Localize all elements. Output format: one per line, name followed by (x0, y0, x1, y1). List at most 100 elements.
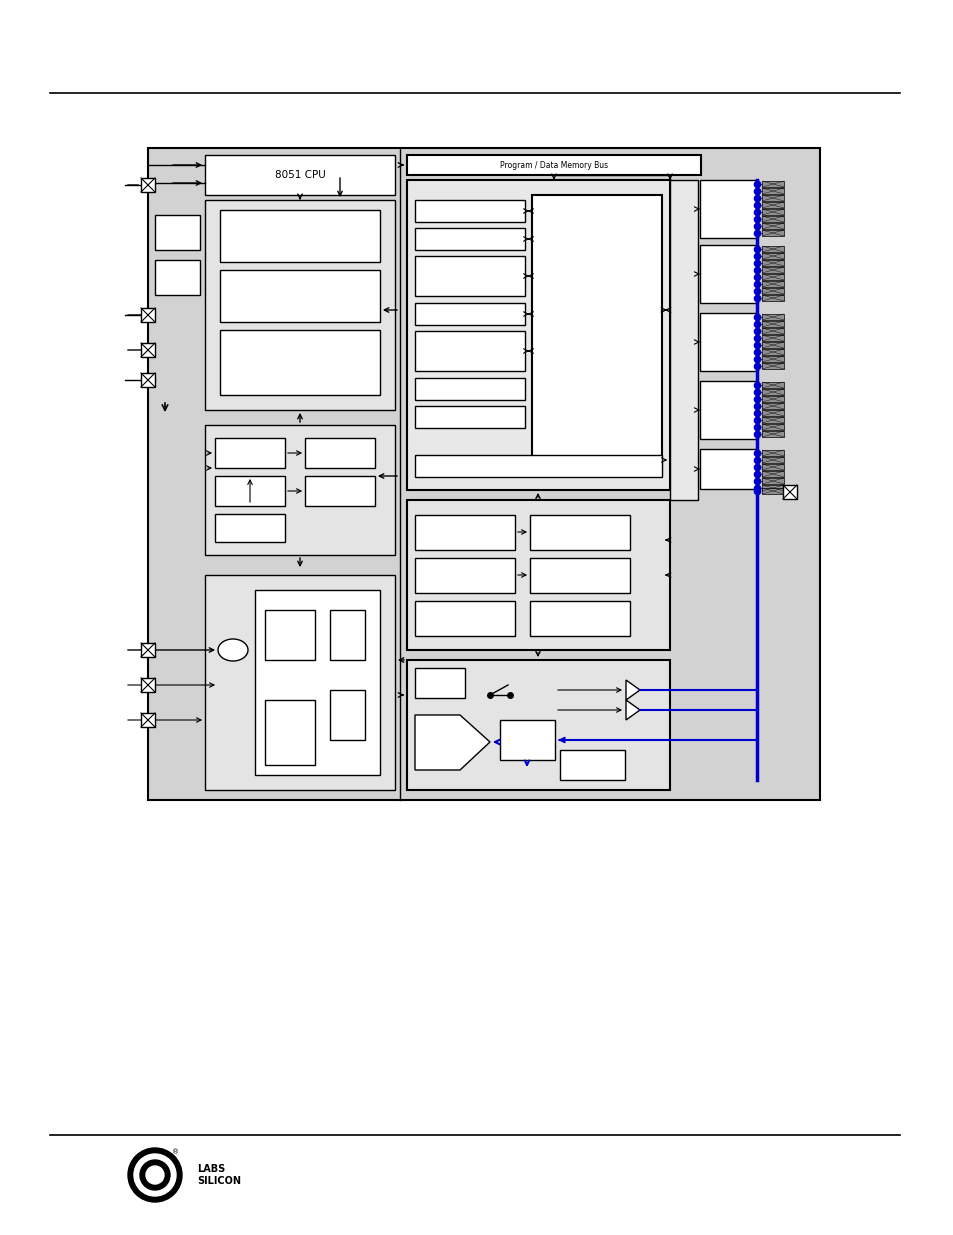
Text: LABS: LABS (196, 1165, 225, 1174)
Bar (761, 246, 783, 252)
Bar (530, 558, 629, 593)
Bar (761, 350, 783, 354)
Bar (700, 382, 758, 438)
Bar (761, 209, 783, 215)
Bar (761, 288, 783, 294)
Bar (700, 245, 758, 303)
Bar (761, 471, 783, 477)
Polygon shape (625, 700, 639, 720)
Bar (415, 303, 524, 325)
Bar (761, 410, 783, 416)
Bar (761, 382, 783, 388)
Bar (761, 182, 783, 186)
Polygon shape (625, 680, 639, 700)
Bar (559, 750, 624, 781)
Circle shape (140, 1160, 170, 1191)
Bar (530, 515, 629, 550)
Bar (761, 195, 783, 201)
Bar (265, 610, 314, 659)
Bar (761, 363, 783, 369)
Bar (154, 261, 200, 295)
Bar (205, 576, 395, 790)
Bar (761, 329, 783, 333)
Bar (141, 343, 154, 357)
Bar (141, 373, 154, 387)
Bar (415, 515, 515, 550)
Bar (141, 178, 154, 191)
Bar (761, 431, 783, 437)
Bar (782, 485, 796, 499)
Bar (415, 256, 524, 296)
Bar (761, 485, 783, 492)
Polygon shape (415, 715, 490, 769)
Bar (305, 438, 375, 468)
Bar (761, 261, 783, 266)
Bar (761, 396, 783, 403)
Bar (761, 224, 783, 228)
Bar (700, 450, 758, 489)
Bar (141, 678, 154, 692)
Bar (415, 378, 524, 400)
Bar (761, 314, 783, 320)
Ellipse shape (218, 638, 248, 661)
Bar (532, 195, 661, 475)
Bar (499, 720, 555, 760)
Bar (761, 342, 783, 348)
Bar (761, 267, 783, 273)
Bar (205, 425, 395, 555)
Bar (761, 356, 783, 362)
Bar (407, 180, 669, 490)
Bar (330, 690, 365, 740)
Bar (761, 478, 783, 484)
Bar (205, 156, 395, 195)
Bar (761, 253, 783, 259)
Bar (761, 457, 783, 463)
Text: Program / Data Memory Bus: Program / Data Memory Bus (499, 161, 607, 169)
Bar (220, 210, 379, 262)
Text: SILICON: SILICON (196, 1176, 241, 1186)
Bar (530, 601, 629, 636)
Bar (265, 700, 314, 764)
Bar (141, 713, 154, 727)
Circle shape (133, 1153, 175, 1195)
Bar (305, 475, 375, 506)
Bar (415, 558, 515, 593)
Bar (761, 230, 783, 236)
Bar (154, 215, 200, 249)
Bar (220, 330, 379, 395)
Bar (761, 274, 783, 280)
Bar (761, 295, 783, 301)
Circle shape (128, 1149, 182, 1202)
Bar (254, 590, 379, 776)
Bar (141, 643, 154, 657)
Bar (669, 180, 698, 500)
Bar (214, 438, 285, 468)
Bar (761, 389, 783, 395)
Bar (761, 282, 783, 287)
Bar (407, 156, 700, 175)
Bar (761, 464, 783, 471)
Bar (220, 270, 379, 322)
Bar (214, 514, 285, 542)
Bar (761, 203, 783, 207)
Bar (415, 200, 524, 222)
Bar (761, 424, 783, 430)
Bar (700, 180, 758, 238)
Bar (415, 331, 524, 370)
Bar (761, 450, 783, 456)
Bar (761, 417, 783, 424)
Bar (761, 188, 783, 194)
Bar (205, 200, 395, 410)
Bar (700, 312, 758, 370)
Bar (761, 335, 783, 341)
Bar (761, 403, 783, 409)
Bar (214, 475, 285, 506)
Bar (761, 216, 783, 222)
Bar (415, 228, 524, 249)
Bar (415, 454, 661, 477)
Bar (330, 610, 365, 659)
Text: ®: ® (172, 1149, 179, 1155)
Bar (148, 148, 820, 800)
Bar (141, 308, 154, 322)
Bar (761, 321, 783, 327)
